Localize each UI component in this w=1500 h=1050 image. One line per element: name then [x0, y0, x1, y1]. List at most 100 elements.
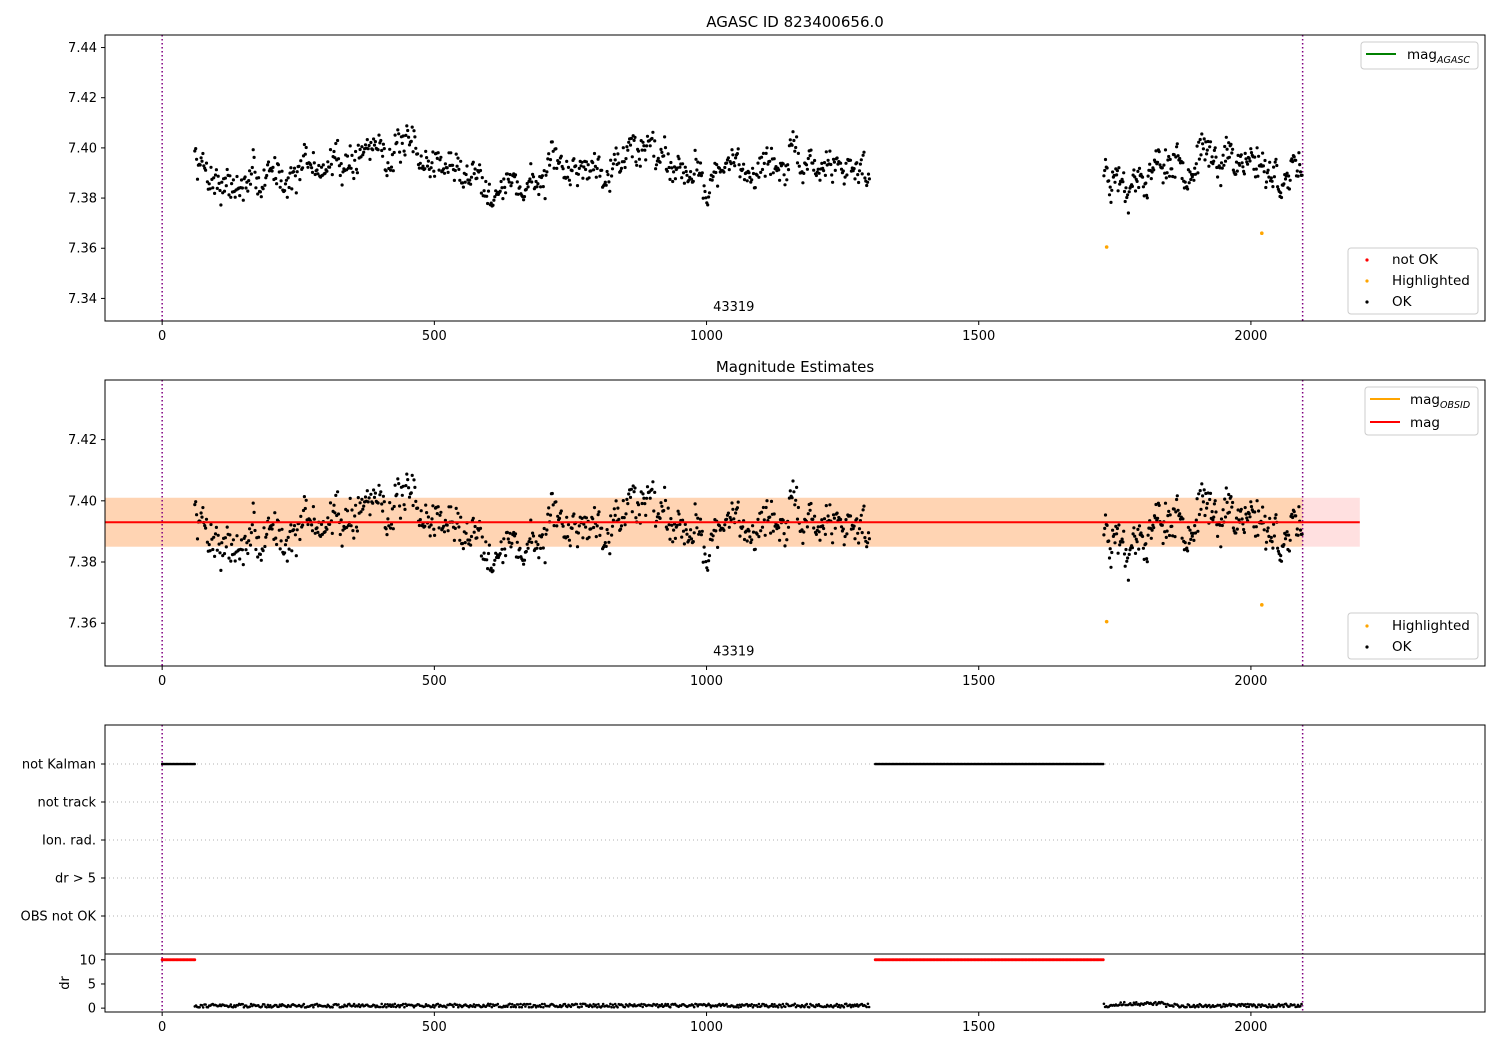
ok-point: [813, 514, 817, 518]
ok-point: [736, 147, 740, 151]
ok-point: [1253, 534, 1258, 538]
ok-point: [459, 159, 463, 163]
x-tick-label: 1000: [690, 674, 723, 689]
ok-point: [491, 203, 495, 207]
ok-point: [1257, 509, 1261, 513]
ok-point: [802, 530, 806, 534]
ok-point: [453, 526, 457, 531]
ok-point: [1121, 180, 1125, 184]
ok-point: [522, 562, 526, 566]
ok-point: [321, 163, 325, 167]
ok-point: [230, 182, 234, 186]
ok-point: [525, 181, 529, 186]
ok-point: [697, 532, 701, 536]
dr-point: [613, 1002, 617, 1006]
ok-point: [339, 518, 343, 522]
y-tick-label: 7.36: [68, 617, 97, 632]
ok-point: [727, 168, 731, 172]
dr-point: [357, 1003, 361, 1006]
ok-point: [1292, 155, 1296, 159]
ok-point: [572, 512, 576, 516]
ok-point: [299, 159, 303, 163]
ok-point: [231, 178, 235, 182]
ok-point: [818, 178, 822, 182]
ok-point: [209, 522, 213, 527]
ok-point: [1181, 161, 1185, 165]
ok-point: [795, 161, 800, 165]
ok-point: [791, 130, 795, 134]
ok-point: [624, 157, 628, 161]
ok-point: [1279, 191, 1283, 195]
ok-point: [542, 526, 546, 531]
ok-point: [675, 523, 679, 527]
dr-point: [692, 1005, 696, 1009]
ok-point: [1249, 500, 1253, 504]
ok-point: [358, 147, 362, 152]
ok-point: [345, 509, 350, 513]
dr-point: [527, 1005, 531, 1009]
ok-point: [1242, 530, 1246, 535]
ok-point: [484, 179, 488, 184]
ok-point: [1205, 506, 1209, 510]
ok-point: [636, 503, 641, 507]
ok-point: [683, 165, 687, 169]
ok-point: [682, 181, 687, 185]
ok-point: [362, 150, 366, 154]
ok-point: [782, 173, 786, 177]
ok-point: [760, 167, 765, 172]
ok-point: [1161, 541, 1165, 546]
ok-point: [239, 178, 244, 182]
ok-point: [584, 167, 588, 172]
ok-point: [566, 175, 570, 179]
ok-point: [400, 493, 404, 497]
ok-point: [579, 164, 583, 168]
dr-point: [518, 1005, 521, 1009]
ok-point: [1117, 523, 1121, 527]
ok-point: [224, 184, 228, 188]
dr-point: [452, 1005, 455, 1009]
ok-point: [605, 528, 609, 532]
ok-point: [761, 505, 766, 510]
ok-point: [670, 523, 674, 527]
ok-point: [396, 128, 400, 132]
ok-point: [438, 513, 442, 517]
ok-point: [769, 146, 774, 150]
ok-point: [463, 180, 467, 184]
ok-point: [589, 169, 593, 173]
ok-point: [768, 515, 772, 519]
dr-point: [540, 1002, 544, 1006]
ok-point: [600, 168, 604, 172]
ok-point: [261, 187, 265, 191]
ok-point: [1219, 517, 1224, 521]
ok-point: [751, 530, 756, 534]
dr-point: [331, 1006, 334, 1009]
ok-point: [741, 525, 745, 529]
flag-label: OBS not OK: [21, 910, 97, 925]
ok-point: [243, 175, 247, 179]
ok-point: [577, 166, 581, 170]
ok-point: [412, 478, 416, 482]
ok-point: [489, 566, 493, 570]
ok-point: [412, 129, 416, 133]
dr-point: [770, 1002, 774, 1006]
ok-point: [1176, 508, 1180, 512]
ok-point: [275, 182, 279, 186]
ok-point: [505, 530, 509, 535]
dr-clipped-point: [1101, 958, 1105, 962]
ok-point: [1263, 514, 1267, 518]
points-legend-bottom: not OK Highlighted OK: [1347, 247, 1479, 315]
ok-point: [361, 153, 365, 157]
ok-point: [378, 141, 382, 145]
ok-point: [1157, 150, 1161, 154]
highlighted-point: [1104, 245, 1109, 249]
ok-point: [193, 149, 197, 153]
ok-point: [498, 189, 502, 193]
ok-point: [478, 526, 483, 531]
ok-point: [749, 540, 753, 545]
ok-point: [271, 165, 275, 169]
ok-point: [685, 173, 689, 177]
ok-point: [1272, 522, 1276, 526]
ok-point: [1230, 505, 1234, 509]
ok-point: [616, 152, 620, 156]
ok-point: [656, 512, 660, 516]
